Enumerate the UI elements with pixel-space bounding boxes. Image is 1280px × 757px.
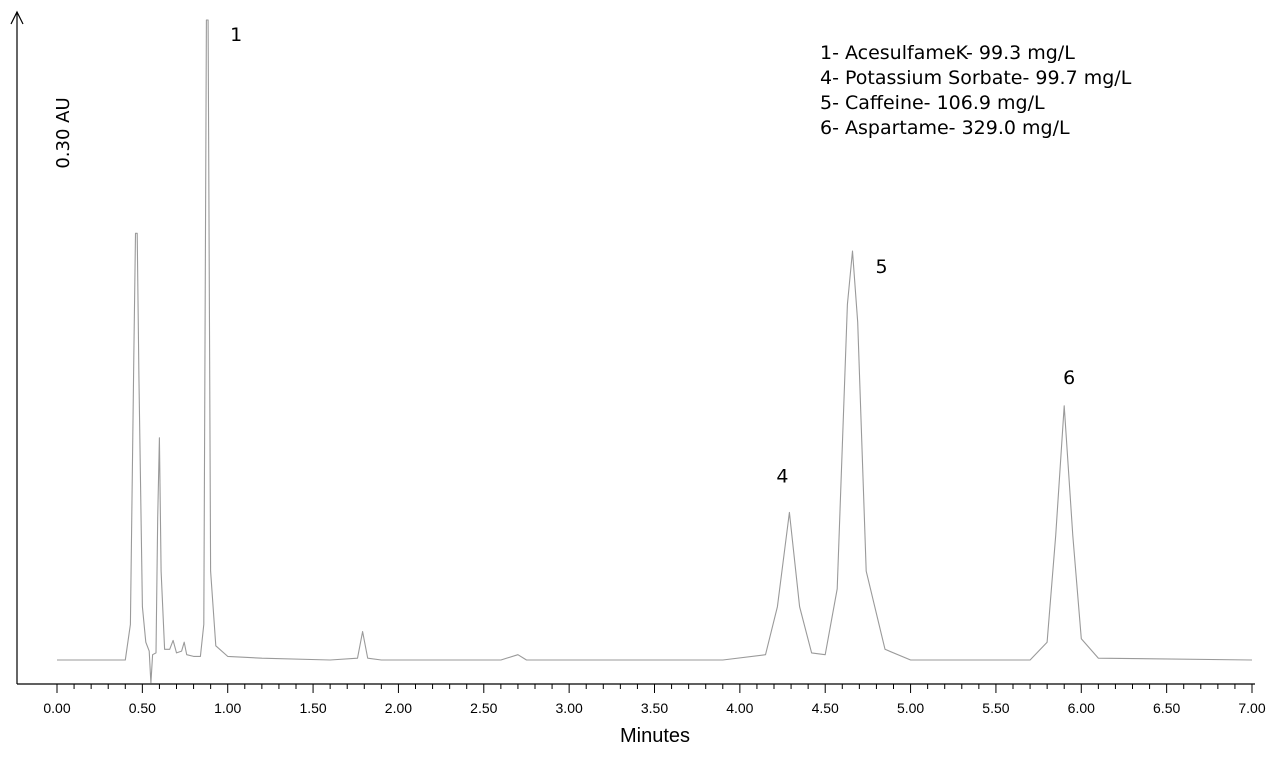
x-tick-label: 3.00 [556,700,583,716]
series-line [57,19,1253,684]
x-tick-label: 2.00 [385,700,412,716]
y-axis-arrowhead [10,10,24,25]
x-tick-label: 3.50 [641,700,668,716]
legend: 1- AcesulfameK- 99.3 mg/L 4- Potassium So… [820,42,1132,139]
x-tick-label: 6.00 [1068,700,1095,716]
peak-label-4: 4 [776,465,788,487]
peak-labels: 1 4 5 6 [230,24,1075,487]
x-tick-label: 0.00 [43,700,70,716]
legend-entry: 4- Potassium Sorbate- 99.7 mg/L [820,67,1132,89]
peak-label-5: 5 [875,256,887,278]
x-tick-label: 1.50 [299,700,326,716]
x-axis-title: Minutes [620,725,690,747]
x-tick-label: 1.00 [214,700,241,716]
x-tick-label: 7.00 [1238,700,1265,716]
y-axis-title: 0.30 AU [53,97,74,168]
chromatogram-trace [57,19,1253,684]
legend-entry: 5- Caffeine- 106.9 mg/L [820,92,1045,114]
x-tick-label: 4.50 [812,700,839,716]
x-axis-ticks: 0.00 0.50 1.00 1.50 2.00 2.50 3.00 3.50 4.00 4.50… [43,684,1266,716]
axes [10,10,1255,685]
x-tick-label: 4.00 [726,700,753,716]
legend-entry: 1- AcesulfameK- 99.3 mg/L [820,42,1075,64]
peak-label-6: 6 [1063,367,1075,389]
x-tick-label: 5.00 [897,700,924,716]
peak-label-1: 1 [230,24,242,46]
x-tick-label: 6.50 [1153,700,1180,716]
legend-entry: 6- Aspartame- 329.0 mg/L [820,117,1070,139]
x-tick-label: 5.50 [982,700,1009,716]
x-tick-label: 0.50 [129,700,156,716]
x-tick-label: 2.50 [470,700,497,716]
